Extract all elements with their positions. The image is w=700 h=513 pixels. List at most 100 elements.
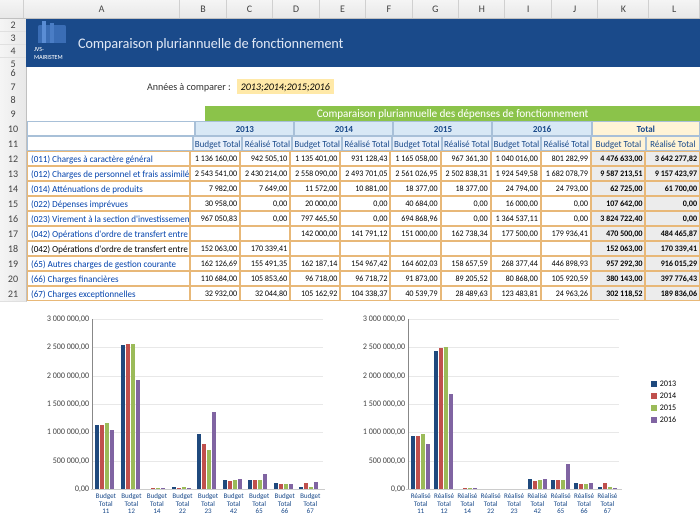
data-cell[interactable]: 40 539,79 bbox=[390, 286, 440, 301]
total-budget-cell[interactable]: 62 725,00 bbox=[591, 181, 646, 196]
col-header[interactable]: J bbox=[552, 0, 598, 18]
item-label[interactable]: (012) Charges de personnel et frais assi… bbox=[27, 166, 190, 181]
col-header[interactable]: K bbox=[598, 0, 649, 18]
data-cell[interactable]: 154 967,42 bbox=[340, 256, 390, 271]
data-cell[interactable]: 28 489,63 bbox=[441, 286, 491, 301]
data-cell[interactable]: 20 000,00 bbox=[290, 196, 340, 211]
row-header[interactable]: 14 bbox=[0, 181, 27, 197]
data-cell[interactable]: 2 561 026,95 bbox=[390, 166, 440, 181]
data-cell[interactable]: 2 543 541,00 bbox=[190, 166, 240, 181]
row-header[interactable]: 18 bbox=[0, 241, 27, 257]
data-cell[interactable]: 967 050,83 bbox=[190, 211, 240, 226]
data-cell[interactable]: 155 491,35 bbox=[240, 256, 290, 271]
data-cell[interactable]: 18 377,00 bbox=[441, 181, 491, 196]
total-realise-cell[interactable]: 3 642 277,82 bbox=[645, 151, 700, 166]
data-cell[interactable]: 30 958,00 bbox=[190, 196, 240, 211]
data-cell[interactable]: 162 126,69 bbox=[190, 256, 240, 271]
data-cell[interactable]: 2 430 214,00 bbox=[240, 166, 290, 181]
row-header[interactable]: 9 bbox=[0, 106, 27, 122]
data-cell[interactable] bbox=[541, 241, 591, 256]
data-cell[interactable]: 7 649,00 bbox=[240, 181, 290, 196]
total-budget-cell[interactable]: 3 824 722,40 bbox=[591, 211, 646, 226]
data-cell[interactable]: 0,00 bbox=[541, 211, 591, 226]
data-cell[interactable]: 96 718,00 bbox=[290, 271, 340, 286]
data-cell[interactable]: 1 924 549,58 bbox=[491, 166, 541, 181]
col-header[interactable]: L bbox=[649, 0, 700, 18]
data-cell[interactable] bbox=[491, 241, 541, 256]
data-cell[interactable]: 24 793,00 bbox=[541, 181, 591, 196]
data-cell[interactable]: 1 135 401,00 bbox=[290, 151, 340, 166]
data-cell[interactable]: 0,00 bbox=[441, 196, 491, 211]
total-realise-cell[interactable]: 0,00 bbox=[645, 196, 700, 211]
total-budget-cell[interactable]: 9 587 213,51 bbox=[591, 166, 646, 181]
data-cell[interactable]: 80 868,00 bbox=[491, 271, 541, 286]
col-header[interactable]: G bbox=[413, 0, 459, 18]
col-header[interactable]: D bbox=[273, 0, 319, 18]
data-cell[interactable]: 96 718,72 bbox=[340, 271, 390, 286]
row-header[interactable]: 17 bbox=[0, 226, 27, 242]
data-cell[interactable]: 18 377,00 bbox=[390, 181, 440, 196]
data-cell[interactable]: 158 657,59 bbox=[441, 256, 491, 271]
item-label[interactable]: (022) Dépenses imprévues bbox=[27, 196, 190, 211]
data-cell[interactable]: 1 364 537,11 bbox=[491, 211, 541, 226]
data-cell[interactable] bbox=[390, 241, 440, 256]
total-budget-cell[interactable]: 152 063,00 bbox=[591, 241, 646, 256]
data-cell[interactable]: 268 377,44 bbox=[491, 256, 541, 271]
col-header[interactable]: C bbox=[227, 0, 273, 18]
data-cell[interactable]: 694 868,96 bbox=[390, 211, 440, 226]
data-cell[interactable]: 141 791,12 bbox=[340, 226, 390, 241]
item-label[interactable]: (65) Autres charges de gestion courante bbox=[27, 256, 190, 271]
data-cell[interactable]: 104 338,37 bbox=[340, 286, 390, 301]
total-realise-cell[interactable]: 916 015,29 bbox=[645, 256, 700, 271]
data-cell[interactable]: 2 558 090,00 bbox=[290, 166, 340, 181]
data-cell[interactable]: 1 165 058,00 bbox=[390, 151, 440, 166]
item-label[interactable]: (67) Charges exceptionnelles bbox=[27, 286, 190, 301]
data-cell[interactable] bbox=[290, 241, 340, 256]
row-header[interactable]: 13 bbox=[0, 166, 27, 182]
data-cell[interactable]: 797 465,50 bbox=[290, 211, 340, 226]
data-cell[interactable]: 2 502 838,31 bbox=[441, 166, 491, 181]
data-cell[interactable]: 7 982,00 bbox=[190, 181, 240, 196]
total-realise-cell[interactable]: 189 836,06 bbox=[645, 286, 700, 301]
data-cell[interactable]: 2 493 701,05 bbox=[340, 166, 390, 181]
data-cell[interactable]: 32 932,00 bbox=[190, 286, 240, 301]
col-header[interactable]: A bbox=[24, 0, 181, 18]
item-label[interactable]: (66) Charges financières bbox=[27, 271, 190, 286]
row-header[interactable]: 20 bbox=[0, 271, 27, 287]
col-header[interactable]: E bbox=[320, 0, 366, 18]
data-cell[interactable]: 1 040 016,00 bbox=[491, 151, 541, 166]
data-cell[interactable] bbox=[340, 241, 390, 256]
data-cell[interactable] bbox=[190, 226, 240, 241]
col-header[interactable]: I bbox=[505, 0, 551, 18]
data-cell[interactable]: 110 684,00 bbox=[190, 271, 240, 286]
total-realise-cell[interactable]: 484 465,87 bbox=[645, 226, 700, 241]
row-header[interactable]: 15 bbox=[0, 196, 27, 212]
data-cell[interactable]: 24 963,26 bbox=[541, 286, 591, 301]
data-cell[interactable]: 89 205,52 bbox=[441, 271, 491, 286]
data-cell[interactable]: 942 505,10 bbox=[240, 151, 290, 166]
item-label[interactable]: (023) Virement à la section d'investisse… bbox=[27, 211, 190, 226]
total-realise-cell[interactable]: 61 700,00 bbox=[645, 181, 700, 196]
row-header[interactable]: 10 bbox=[0, 121, 27, 137]
data-cell[interactable]: 0,00 bbox=[541, 196, 591, 211]
data-cell[interactable]: 0,00 bbox=[340, 211, 390, 226]
data-cell[interactable]: 91 873,00 bbox=[390, 271, 440, 286]
data-cell[interactable]: 177 500,00 bbox=[491, 226, 541, 241]
data-cell[interactable]: 164 602,03 bbox=[390, 256, 440, 271]
total-budget-cell[interactable]: 470 500,00 bbox=[591, 226, 646, 241]
item-label[interactable]: (042) Opérations d'ordre de transfert en… bbox=[27, 226, 190, 241]
data-cell[interactable]: 123 483,81 bbox=[491, 286, 541, 301]
data-cell[interactable]: 162 738,34 bbox=[441, 226, 491, 241]
data-cell[interactable] bbox=[441, 241, 491, 256]
data-cell[interactable]: 446 898,93 bbox=[541, 256, 591, 271]
total-realise-cell[interactable]: 397 776,43 bbox=[645, 271, 700, 286]
total-budget-cell[interactable]: 302 118,52 bbox=[591, 286, 646, 301]
data-cell[interactable]: 0,00 bbox=[240, 196, 290, 211]
row-header[interactable]: 11 bbox=[0, 136, 27, 152]
data-cell[interactable]: 0,00 bbox=[340, 196, 390, 211]
data-cell[interactable]: 1 682 078,79 bbox=[541, 166, 591, 181]
row-header[interactable]: 16 bbox=[0, 211, 27, 227]
item-label[interactable]: (014) Atténuations de produits bbox=[27, 181, 190, 196]
col-header[interactable]: H bbox=[459, 0, 505, 18]
total-budget-cell[interactable]: 107 642,00 bbox=[591, 196, 646, 211]
